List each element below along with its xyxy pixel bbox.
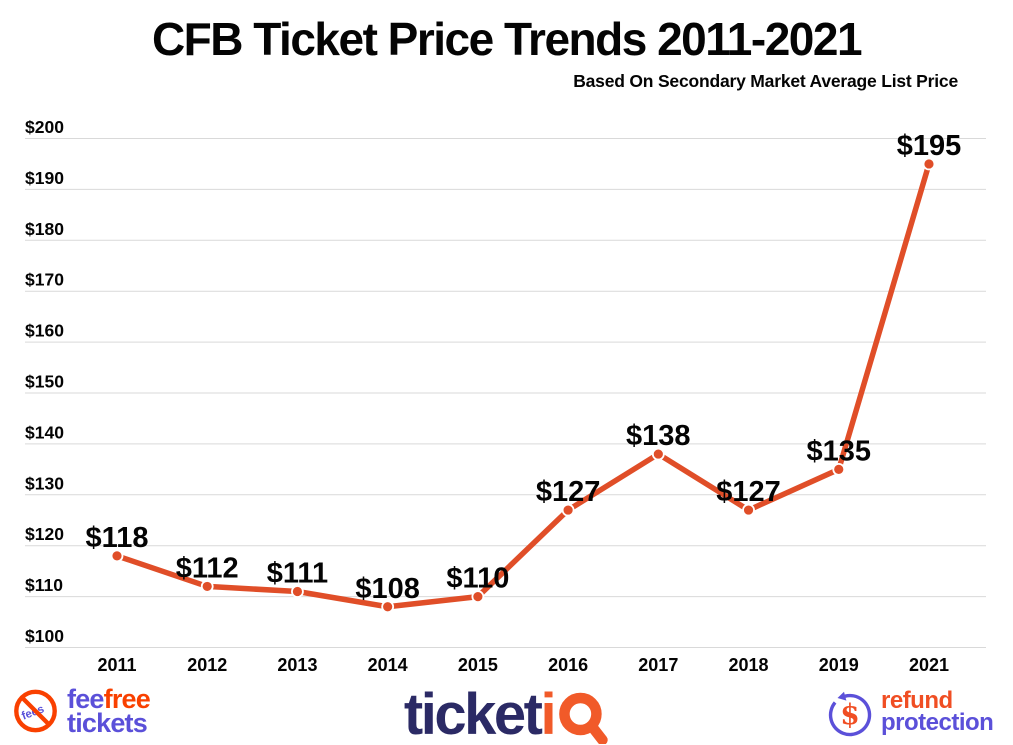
feefree-wordmark: feefree tickets [67, 686, 151, 738]
fee-text: fee [67, 684, 104, 714]
y-tick-label: $100 [25, 626, 64, 646]
data-point-label: $138 [626, 420, 691, 452]
x-tick-label: 2012 [187, 655, 227, 675]
refund-text: refund [881, 687, 953, 714]
data-point [291, 585, 304, 598]
refund-wordmark: refund protection [881, 687, 994, 736]
chart-title: CFB Ticket Price Trends 2011-2021 [151, 13, 863, 65]
data-point-label: $135 [807, 435, 872, 467]
chart-subtitle: Based On Secondary Market Average List P… [573, 71, 958, 91]
ticketiq-logo: ticket i [404, 686, 609, 744]
ticketiq-i-text: i [540, 682, 556, 745]
data-point [110, 549, 124, 563]
y-tick-label: $190 [25, 168, 64, 188]
x-tick-label: 2014 [368, 655, 408, 675]
refund-protection-logo: $ refund protection [826, 687, 994, 740]
dollar-sign: $ [840, 698, 859, 731]
x-tick-label: 2019 [819, 655, 859, 675]
magnifier-q-icon [558, 692, 608, 744]
data-point [471, 590, 485, 603]
x-tick-label: 2017 [638, 655, 678, 675]
data-point [561, 503, 575, 517]
y-tick-label: $110 [25, 575, 63, 595]
y-tick-label: $140 [25, 422, 64, 442]
refund-cycle-icon: $ [828, 691, 872, 737]
x-tick-label: 2021 [909, 655, 949, 675]
data-point [832, 462, 846, 476]
free-text: free [103, 684, 151, 714]
y-tick-label: $150 [25, 372, 64, 392]
data-point-label: $110 [446, 563, 509, 595]
ticketiq-ticket-text: ticket [403, 682, 543, 745]
line-chart: $100 $110 $120 $130 $140 $150 $160 $170 $180 $190… [25, 117, 986, 675]
data-point [742, 503, 755, 517]
x-tick-label: 2015 [458, 655, 498, 675]
x-tick-label: 2011 [97, 655, 136, 675]
y-tick-label: $130 [25, 473, 64, 493]
data-point [651, 447, 665, 461]
y-tick-label: $170 [25, 270, 64, 290]
x-tick-label: 2016 [548, 655, 588, 675]
x-tick-label: 2018 [729, 655, 769, 675]
data-point-label: $195 [897, 130, 962, 162]
y-tick-label: $120 [25, 524, 64, 544]
data-point [922, 157, 936, 171]
data-point-label: $127 [536, 476, 601, 508]
series-line [114, 161, 932, 610]
data-point-label: $118 [86, 522, 149, 554]
tickets-text: tickets [67, 707, 148, 738]
data-point-label: $111 [267, 558, 328, 590]
data-point-label: $112 [176, 552, 239, 584]
y-tick-label: $180 [25, 219, 64, 239]
no-fees-icon: fees [14, 689, 57, 733]
data-point [381, 600, 395, 614]
y-tick-label: $200 [25, 117, 64, 137]
feefree-tickets-logo: fees feefree tickets [12, 686, 151, 738]
protection-text: protection [881, 709, 994, 736]
y-tick-label: $160 [25, 321, 64, 341]
data-point-label: $108 [355, 573, 420, 605]
x-tick-label: 2013 [277, 655, 317, 675]
data-point-label: $127 [716, 476, 781, 508]
data-point [200, 580, 214, 593]
